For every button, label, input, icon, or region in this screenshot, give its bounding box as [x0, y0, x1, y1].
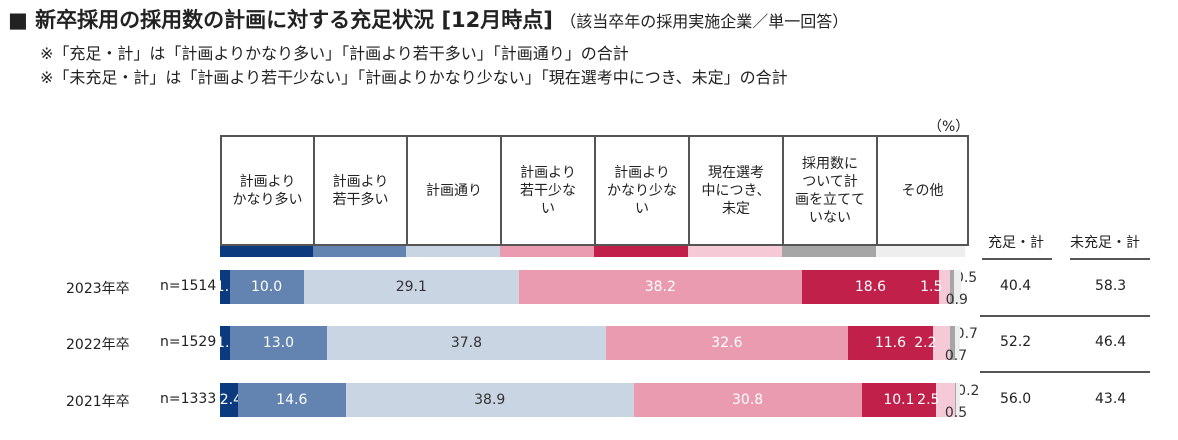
- divider: [980, 315, 1150, 317]
- note-1: ※「充足・計」は「計画よりかなり多い」「計画より若干多い」「計画通り」の合計: [40, 44, 629, 63]
- sample-size: n=1529: [160, 334, 217, 350]
- bar-segment: [954, 383, 957, 417]
- bar-segment: [326, 326, 607, 360]
- legend-header-cell: 計画より かなり少ない: [596, 137, 690, 244]
- data-label: 13.0: [262, 335, 295, 351]
- bar-segment: [950, 270, 955, 304]
- sample-size: n=1333: [160, 391, 217, 407]
- bar-segment: [606, 326, 848, 360]
- legend-header-cell: 現在選考 中につき、 未定: [690, 137, 784, 244]
- row-label: 2021年卒: [66, 394, 130, 410]
- data-label: 0.7: [955, 326, 978, 342]
- data-label: 14.6: [276, 392, 308, 408]
- bar-segment: [237, 383, 346, 417]
- bar-segment: [303, 270, 519, 304]
- data-label: 10.0: [251, 279, 283, 295]
- unsat-total: 43.4: [1095, 391, 1127, 407]
- legend-header-table: 計画より かなり多い 計画より 若干多い 計画通り 計画より 若干少ない計画より かなり少ない…: [220, 135, 969, 246]
- bar-segment: [956, 383, 960, 417]
- legend-color-strip: [220, 246, 965, 257]
- legend-header-cell: 計画より 若干多い: [315, 137, 408, 244]
- legend-swatch: [220, 246, 313, 257]
- bar-segment: [220, 383, 238, 417]
- unsat-total: 58.3: [1095, 278, 1127, 294]
- data-label: 38.9: [474, 392, 506, 408]
- legend-header-cell: その他: [901, 182, 944, 199]
- bar-segment: [633, 383, 862, 417]
- legend-header-cell: 計画通り: [408, 137, 502, 244]
- legend-swatch: [782, 246, 876, 257]
- row-label: 2022年卒: [66, 337, 130, 353]
- legend-swatch: [876, 246, 965, 257]
- bar-segment: [847, 326, 934, 360]
- sat-total: 56.0: [1000, 391, 1032, 407]
- data-label: 38.2: [644, 279, 676, 295]
- legend-header-cell: 採用数に ついて計 画を立てて いない: [784, 137, 878, 244]
- legend-header-cell: 計画より かなり多い: [222, 137, 315, 244]
- data-label: 0.5: [944, 405, 968, 421]
- unsat-header: 未充足・計: [1070, 235, 1140, 251]
- data-label: 2.4: [219, 392, 243, 408]
- chart-subtitle: （該当卒年の採用実施企業／単一回答）: [560, 12, 849, 31]
- bar-segment: [801, 270, 940, 304]
- data-label: 0.9: [945, 292, 968, 308]
- data-label: 1.5: [920, 279, 943, 295]
- bar-segment: [861, 383, 937, 417]
- data-label: 0.2: [957, 383, 980, 399]
- bar-segment: [229, 270, 304, 304]
- bar-segment: [230, 326, 327, 360]
- data-label: 32.6: [711, 335, 743, 351]
- data-label: 10.1: [883, 392, 915, 408]
- legend-swatch: [406, 246, 500, 257]
- bar-segment: [345, 383, 634, 417]
- legend-swatch: [500, 246, 594, 257]
- sat-total: 52.2: [1000, 334, 1032, 350]
- unsat-total: 46.4: [1095, 334, 1127, 350]
- data-label: 30.8: [732, 392, 764, 408]
- row-label: 2023年卒: [66, 281, 130, 297]
- data-label: 11.6: [874, 335, 907, 351]
- bar-segment: [954, 326, 960, 360]
- sample-size: n=1514: [160, 278, 217, 294]
- data-label: 0.7: [944, 348, 968, 364]
- sat-header: 充足・計: [988, 235, 1044, 251]
- data-label: 2.2: [914, 335, 937, 351]
- legend-swatch: [594, 246, 688, 257]
- data-label: 29.1: [395, 279, 427, 295]
- bar-segment: [933, 326, 950, 360]
- note-2: ※「未充足・計」は「計画より若干少ない」「計画よりかなり少ない」「現在選考中につ…: [40, 68, 788, 87]
- bar-segment: [936, 383, 955, 417]
- data-label: 37.8: [450, 335, 482, 351]
- data-label: 18.6: [854, 279, 887, 295]
- bar-segment: [220, 326, 231, 360]
- bar-segment: [949, 326, 955, 360]
- legend-swatch: [688, 246, 782, 257]
- bar-segment: [954, 270, 961, 304]
- bar-segment: [939, 270, 951, 304]
- divider: [982, 258, 1052, 260]
- data-label: 2.5: [917, 392, 940, 408]
- bar-segment: [518, 270, 802, 304]
- chart-title: ■ 新卒採用の採用数の計画に対する充足状況 [12月時点] （該当卒年の採用実施…: [8, 8, 849, 32]
- legend-swatch: [313, 246, 406, 257]
- unit-label: （%）: [928, 119, 970, 135]
- divider: [1070, 258, 1150, 260]
- divider: [980, 371, 1150, 373]
- bar-segment: [220, 270, 230, 304]
- sat-total: 40.4: [1000, 278, 1032, 294]
- legend-header-cell: 計画より 若干少ない: [502, 137, 596, 244]
